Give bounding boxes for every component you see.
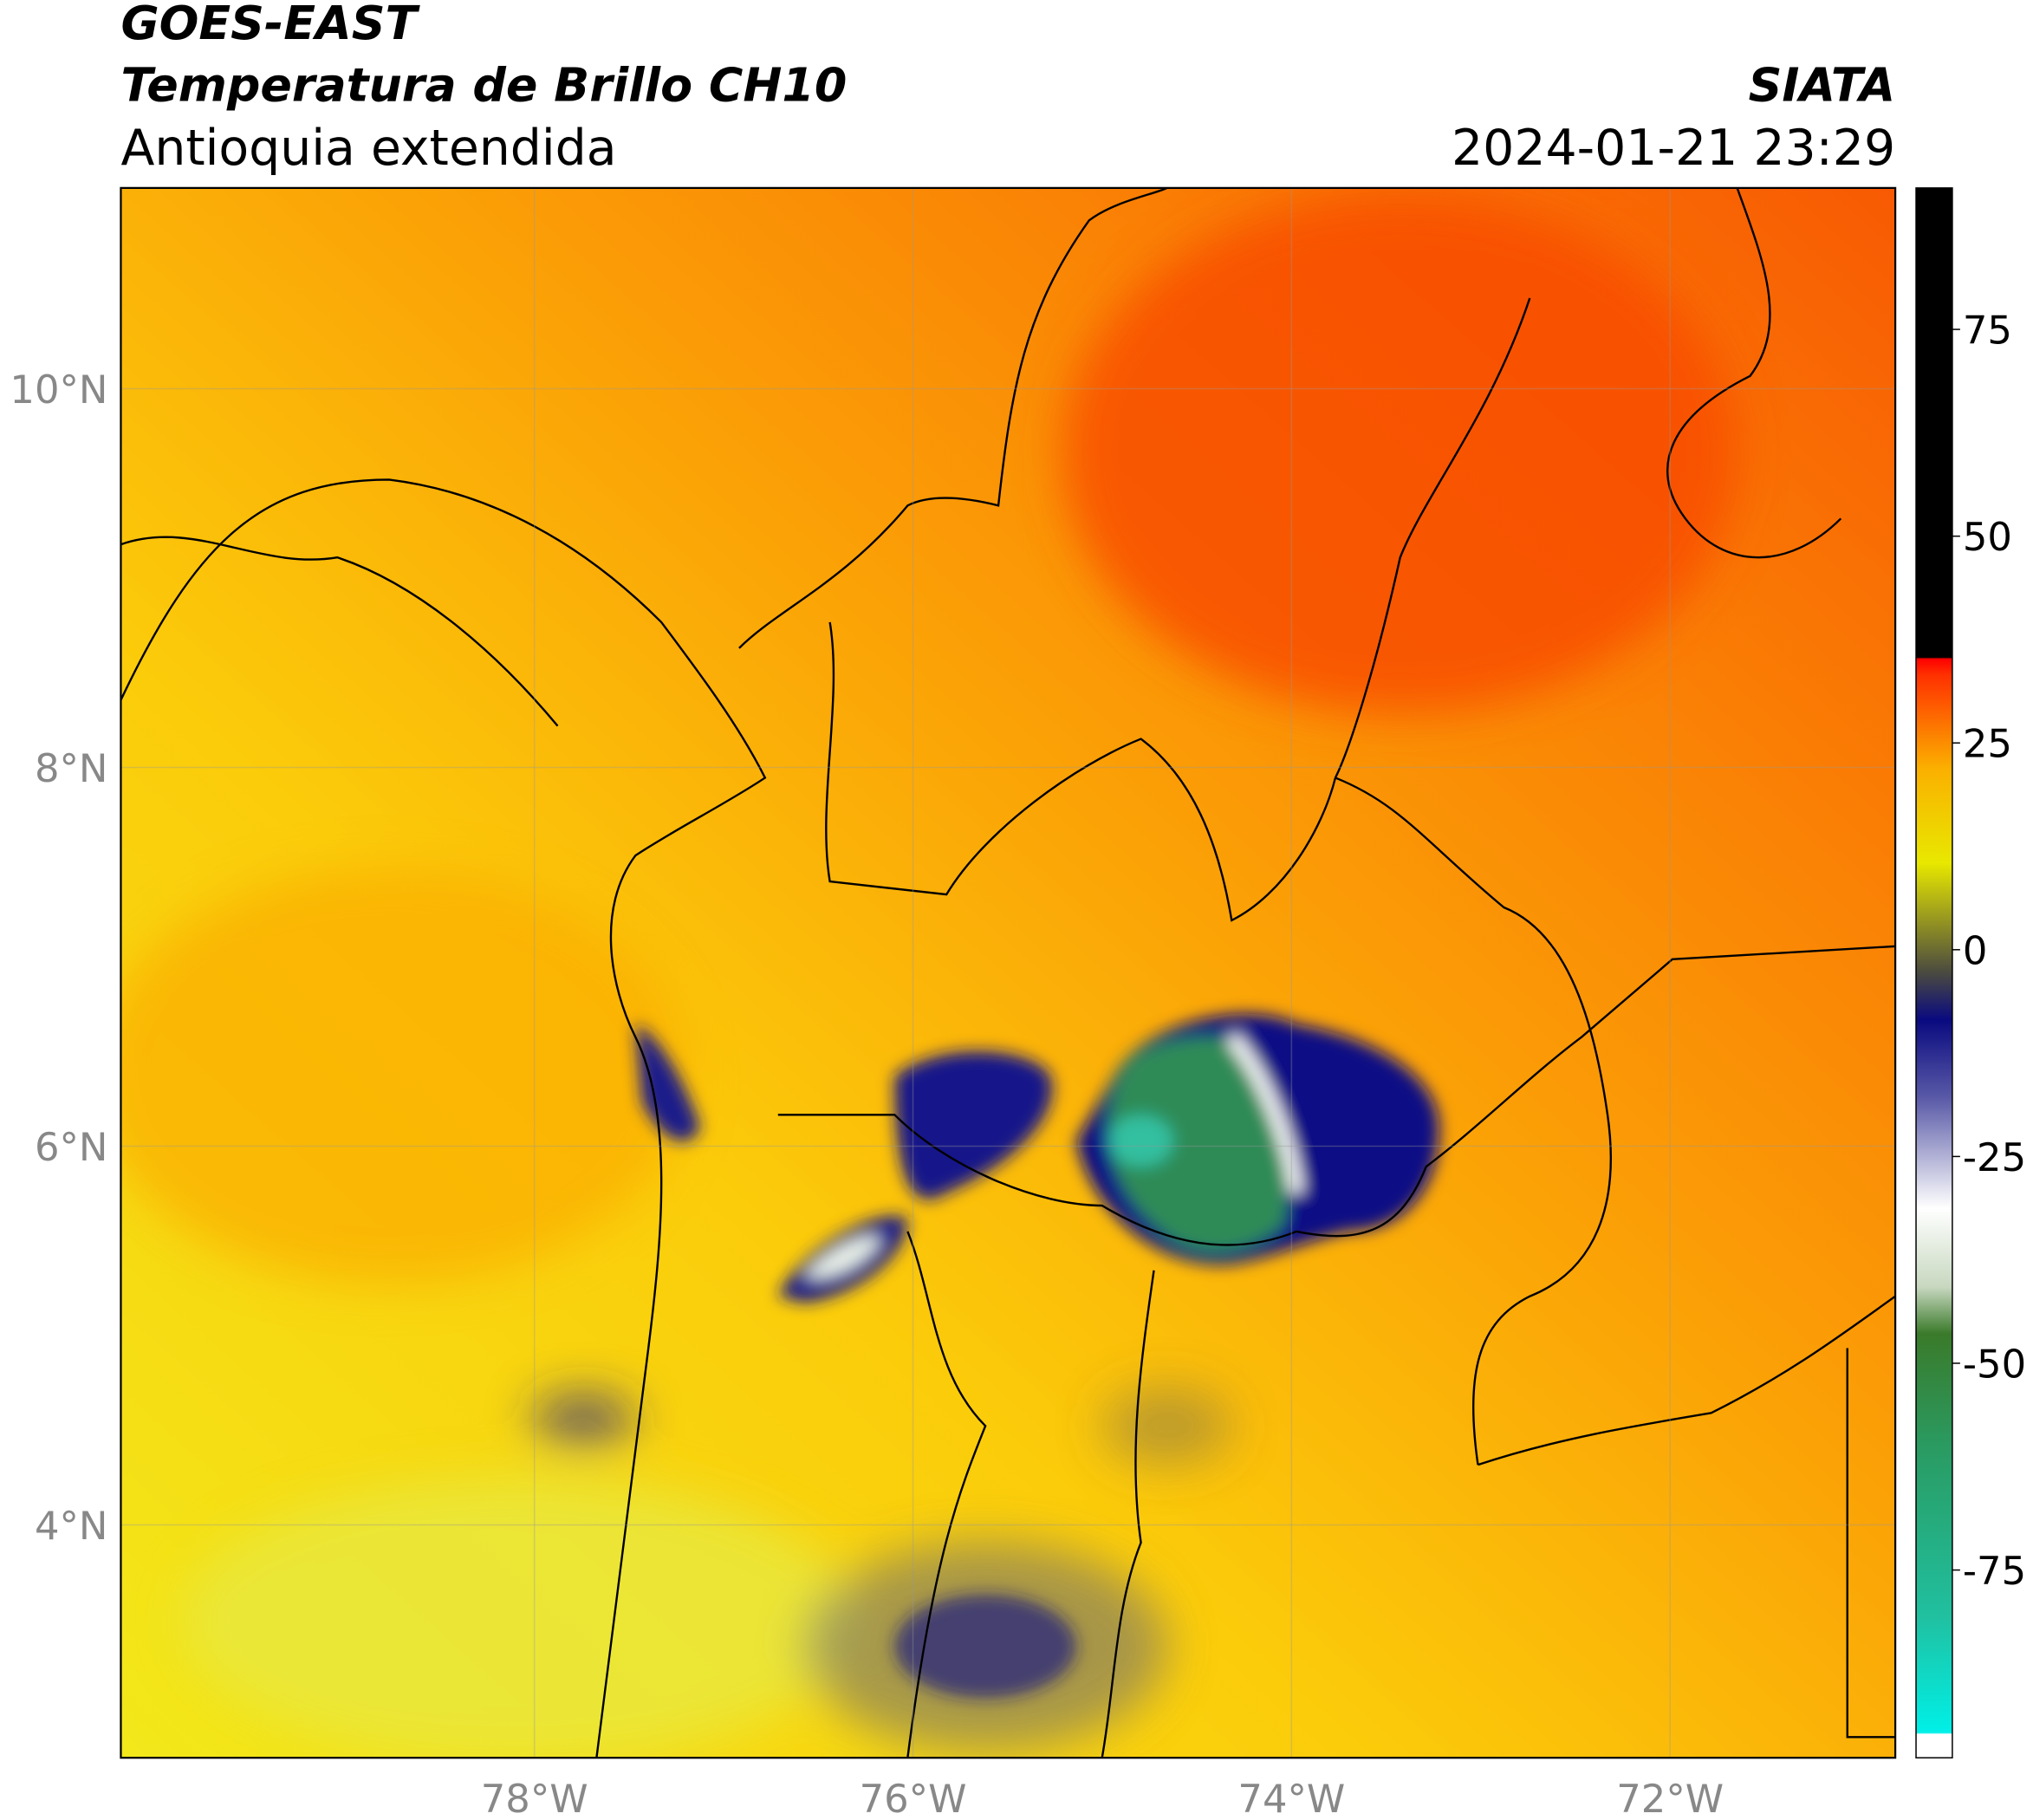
- lat-tick-label: 4°N: [35, 1503, 108, 1549]
- lon-tick-label: 76°W: [860, 1776, 967, 1820]
- colorbar-tick-label: 50: [1963, 514, 2012, 560]
- source: SIATA: [1749, 58, 1896, 113]
- lat-tick-label: 8°N: [35, 745, 108, 791]
- borders: [120, 187, 1896, 1758]
- lat-tick-label: 6°N: [35, 1124, 108, 1170]
- temperature-field: [120, 194, 1737, 1758]
- colorbar-tick-label: 25: [1963, 721, 2012, 767]
- colorbar-tick-label: -75: [1963, 1548, 2026, 1594]
- map-frame: [120, 186, 1897, 1759]
- lat-tick-label: 10°N: [10, 367, 107, 413]
- title: GOES-EAST: [120, 0, 420, 50]
- lon-tick-label: 78°W: [481, 1776, 588, 1820]
- subtitle: Temperatura de Brillo CH10: [120, 58, 847, 113]
- colorbar-tick-label: 0: [1963, 927, 1988, 973]
- colorbar-tick-label: -50: [1963, 1341, 2026, 1387]
- colorbar-tick-label: 75: [1963, 308, 2012, 354]
- cloud-tops: [635, 1013, 1439, 1699]
- grid: [120, 187, 1896, 1758]
- lon-tick-label: 74°W: [1237, 1776, 1345, 1820]
- map-image: [120, 187, 1896, 1758]
- region: Antioquia extendida: [120, 120, 616, 177]
- datetime: 2024-01-21 23:29: [1452, 120, 1895, 177]
- colorbar: [1915, 187, 1953, 1758]
- lon-tick-label: 72°W: [1616, 1776, 1724, 1820]
- colorbar-tick-label: -25: [1963, 1134, 2026, 1180]
